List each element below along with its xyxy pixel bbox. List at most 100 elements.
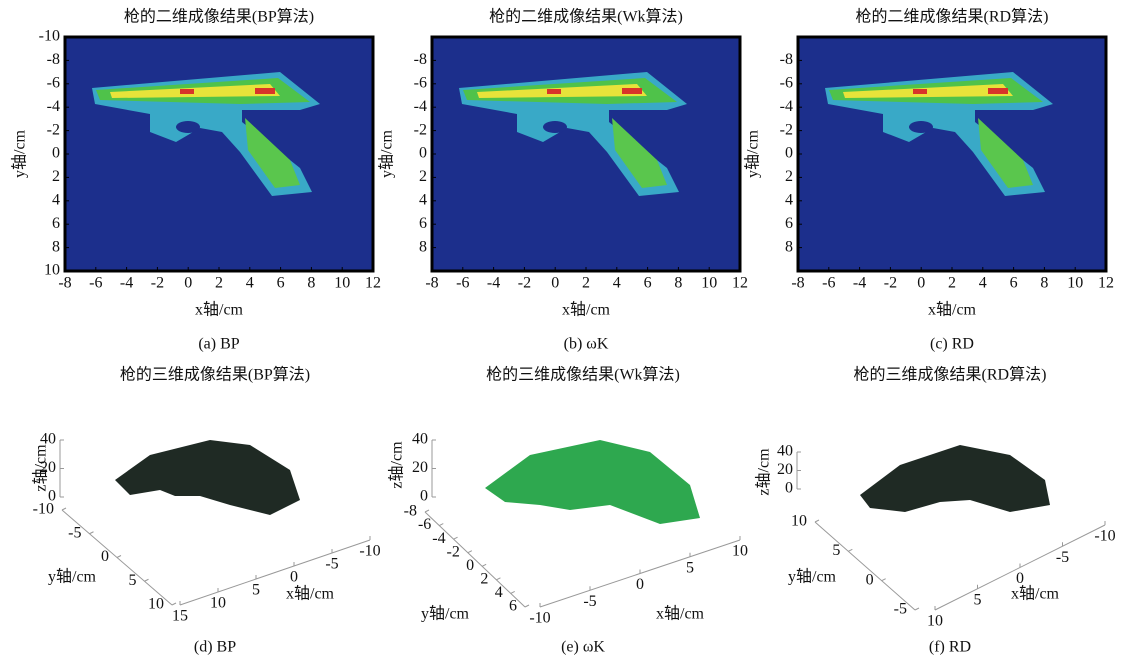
y-tick <box>171 602 177 606</box>
z-tick-label: 40 <box>40 431 56 448</box>
z-tick-label: 0 <box>420 488 428 505</box>
y-axis-label: y轴/cm <box>378 129 396 178</box>
y-tick-label: -6 <box>780 74 793 91</box>
x-axis-label: x轴/cm <box>562 301 611 319</box>
x-tick-label: 0 <box>184 275 192 292</box>
x-tick-label: 12 <box>1098 275 1114 292</box>
y-tick-label: -4 <box>780 98 793 115</box>
y-tick-label: 2 <box>52 168 60 185</box>
x-tick-label: -10 <box>529 610 550 627</box>
x-tick-label: 6 <box>644 275 652 292</box>
y-tick-label: 6 <box>419 215 427 232</box>
x-tick-label: -6 <box>89 275 102 292</box>
y-tick-label: -10 <box>33 501 54 518</box>
y-tick-label: 4 <box>785 191 793 208</box>
chart-title: 枪的三维成像结果(Wk算法) <box>486 365 680 384</box>
y-tick-label: -8 <box>414 51 427 68</box>
x-tick-label: 4 <box>979 275 987 292</box>
y-tick <box>914 607 920 611</box>
y-tick-label: 4 <box>419 191 427 208</box>
y-tick-label: 0 <box>866 571 874 588</box>
x-tick-label: -8 <box>58 275 71 292</box>
y-tick-label: 0 <box>466 557 474 574</box>
y-tick <box>144 578 149 582</box>
y-tick-label: 5 <box>129 572 137 589</box>
x-tick-label: 6 <box>277 275 285 292</box>
y-tick-label: -2 <box>414 121 427 138</box>
volume-bp <box>115 440 300 515</box>
y-tick-label: -8 <box>47 51 60 68</box>
x-tick-label: 15 <box>172 608 188 625</box>
z-tick-label: 0 <box>785 480 793 497</box>
volume-rd <box>860 445 1050 512</box>
x-tick-label: 5 <box>974 591 982 608</box>
y-tick <box>439 523 444 527</box>
caption: (a) BP <box>198 336 239 353</box>
x-tick-label: 0 <box>917 275 925 292</box>
y-tick-label: 6 <box>785 215 793 232</box>
x-axis-label: x轴/cm <box>286 585 335 603</box>
x-tick-label: 10 <box>334 275 350 292</box>
x-tick-label: 8 <box>674 275 682 292</box>
chart-title: 枪的三维成像结果(BP算法) <box>120 365 310 384</box>
y-tick <box>116 555 122 558</box>
x-tick-label: -10 <box>1094 528 1115 545</box>
chart-title: 枪的二维成像结果(Wk算法) <box>489 7 683 26</box>
y-tick-label: 0 <box>785 145 793 162</box>
y-axis <box>424 511 526 608</box>
x-tick-label: -2 <box>518 275 531 292</box>
y-tick-label: 0 <box>101 548 109 565</box>
y-tick <box>424 509 430 513</box>
y-tick-label: -4 <box>414 98 427 115</box>
x-tick-label: 8 <box>307 275 315 292</box>
x-tick-label: 5 <box>686 559 694 576</box>
volume-wk <box>485 440 700 524</box>
x-tick-label: 10 <box>732 543 748 560</box>
x-tick-label: -2 <box>884 275 897 292</box>
image-bp <box>65 37 373 271</box>
x-axis-label: x轴/cm <box>195 301 244 319</box>
z-tick-label: 40 <box>412 431 428 448</box>
y-tick <box>814 519 820 523</box>
y-tick-label: -2 <box>780 121 793 138</box>
caption: (f) RD <box>929 639 971 656</box>
x-tick-label: -2 <box>151 275 164 292</box>
y-tick-label: 2 <box>785 168 793 185</box>
x-tick-label: 10 <box>701 275 717 292</box>
y-tick-label: 4 <box>495 584 503 601</box>
x-tick-label: 12 <box>365 275 381 292</box>
y-tick-label: 2 <box>419 168 427 185</box>
y-tick <box>481 563 487 567</box>
y-tick-label: -4 <box>432 530 445 547</box>
x-tick-label: -8 <box>791 275 804 292</box>
x-tick-label: 12 <box>732 275 748 292</box>
y-axis-label: y轴/cm <box>421 605 470 623</box>
z-tick-label: 20 <box>40 459 56 476</box>
z-tick-label: 20 <box>777 461 793 478</box>
y-axis-label: y轴/cm <box>744 129 762 178</box>
z-axis-label: z轴/cm <box>755 448 773 496</box>
y-tick <box>89 531 94 535</box>
chart-title: 枪的二维成像结果(RD算法) <box>856 7 1049 26</box>
x-tick-label: 10 <box>1067 275 1083 292</box>
x-tick-label: 0 <box>1016 570 1024 587</box>
y-tick-label: 10 <box>148 596 164 613</box>
y-tick-label: -2 <box>47 121 60 138</box>
y-tick <box>496 577 501 581</box>
y-tick-label: -8 <box>780 51 793 68</box>
image-rd <box>798 37 1106 271</box>
image-wk <box>432 37 740 271</box>
z-axis-label: z轴/cm <box>32 444 50 492</box>
y-tick <box>453 536 458 540</box>
x-axis <box>179 539 371 606</box>
z-tick-label: 40 <box>777 443 793 460</box>
x-tick-label: 8 <box>1040 275 1048 292</box>
y-tick-label: 10 <box>791 513 807 530</box>
y-tick <box>467 550 473 554</box>
y-tick-label: -5 <box>894 601 907 618</box>
x-tick-label: -4 <box>853 275 866 292</box>
z-tick-label: 20 <box>412 459 428 476</box>
y-tick <box>524 604 530 608</box>
chart-title: 枪的二维成像结果(BP算法) <box>124 7 314 26</box>
